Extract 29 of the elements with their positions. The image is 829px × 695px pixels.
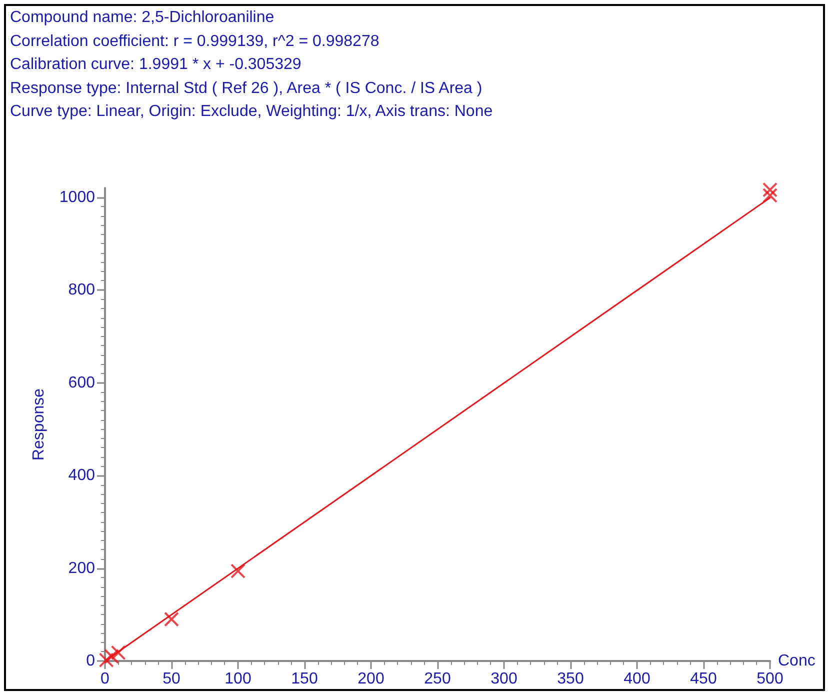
chart-title: Compound name: 2,5-Dichloroaniline — [10, 8, 276, 28]
y-tick-label: 1000 — [59, 188, 96, 206]
y-tick-label: 800 — [68, 282, 96, 299]
point — [762, 188, 778, 203]
x-tick-label: 400 — [624, 670, 650, 688]
text: Curve type: Linear, Origin: Exclude, Weighting: 1/x, Axis trans: None — [10, 102, 493, 122]
point — [762, 182, 778, 198]
x-axis-title: Conc — [778, 652, 816, 670]
x-tick-label: 50 — [162, 670, 180, 688]
y-tick-label: 400 — [68, 467, 96, 484]
y-tick-label: 0 — [86, 652, 96, 670]
y-tick-label: 600 — [68, 374, 96, 392]
text: Correlation coefficient: r = 0.999139, r^2 = 0.998278 — [10, 32, 380, 52]
point — [110, 645, 126, 660]
x-tick-label: 200 — [358, 670, 384, 688]
text: Response type: Internal Std ( Ref 26 ), Area * ( IS Conc. / IS Area ) — [10, 78, 484, 98]
text: Calibration curve: 1.9991 * x + -0.305329 — [10, 55, 302, 75]
point — [230, 564, 246, 579]
x-tick-label: 150 — [291, 670, 318, 688]
x-tick-label: 100 — [224, 670, 252, 688]
x-tick-label: 450 — [690, 670, 717, 688]
y-tick-label: 200 — [68, 560, 96, 577]
x-tick-label: 250 — [424, 670, 451, 688]
y-axis-title: Response — [30, 388, 48, 461]
x-tick-label: 300 — [490, 670, 518, 688]
x-tick-label: 350 — [557, 670, 584, 688]
point — [164, 612, 179, 627]
x-tick-label: 0 — [100, 670, 110, 688]
x-tick-label: 500 — [756, 670, 784, 688]
